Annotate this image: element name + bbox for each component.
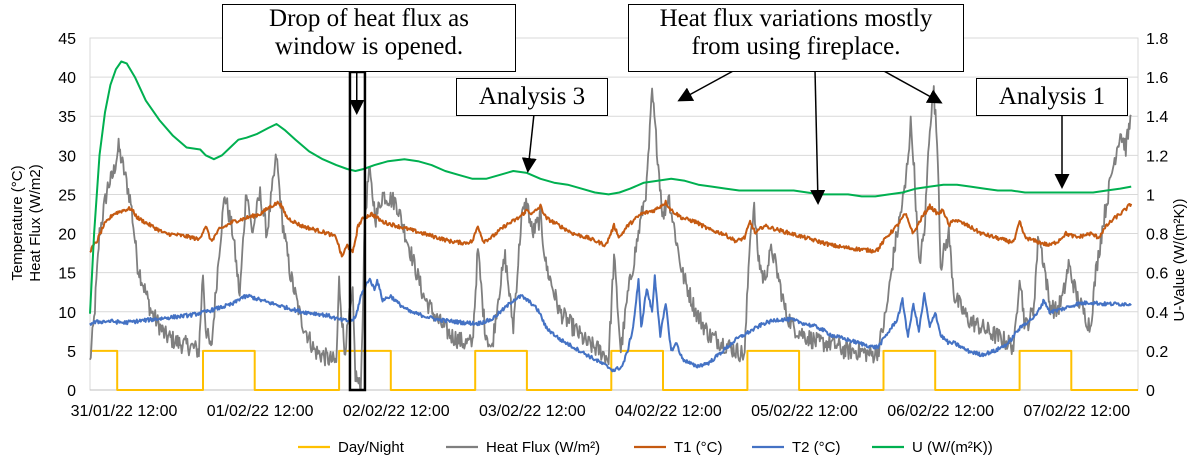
annotation-analysis-1: Analysis 1 (976, 78, 1128, 116)
legend-label: U (W/(m²K)) (912, 439, 993, 456)
annotation-fireplace: Heat flux variations mostly from using f… (628, 4, 964, 72)
annotation-arrow (677, 69, 736, 102)
legend-label: T1 (°C) (674, 439, 723, 456)
y-tick-right: 0.4 (1146, 305, 1168, 322)
x-tick-label: 02/02/22 12:00 (343, 403, 450, 420)
y-axis-label-right-u-value: U-Value (W/(m²K)) (1171, 198, 1188, 321)
y-tick-left: 45 (58, 31, 76, 48)
y-tick-right: 0.8 (1146, 227, 1168, 244)
y-tick-right: 1.6 (1146, 70, 1168, 87)
y-tick-right: 1 (1146, 187, 1155, 204)
x-tick-label: 01/02/22 12:00 (207, 403, 314, 420)
x-tick-label: 31/01/22 12:00 (71, 403, 178, 420)
annotation-line: Analysis 3 (478, 83, 586, 110)
y-tick-right: 1.8 (1146, 31, 1168, 48)
y-tick-right: 0 (1146, 383, 1155, 400)
x-tick-label: 03/02/22 12:00 (479, 403, 586, 420)
y-tick-right: 0.2 (1146, 344, 1168, 361)
series-line-1 (89, 85, 1132, 391)
series-lines (89, 60, 1138, 391)
y-tick-right: 1.2 (1146, 148, 1168, 165)
y-tick-right: 0.6 (1146, 266, 1168, 283)
annotation-analysis-3: Analysis 3 (456, 78, 608, 116)
series-line-4 (89, 60, 1132, 314)
y-tick-left: 20 (58, 227, 76, 244)
x-tick-label: 04/02/22 12:00 (615, 403, 722, 420)
series-line-2 (89, 199, 1133, 258)
annotation-arrow (810, 69, 826, 205)
annotation-arrow (881, 69, 943, 104)
y-tick-left: 35 (58, 109, 76, 126)
legend-label: T2 (°C) (792, 439, 841, 456)
y-tick-left: 15 (58, 266, 76, 283)
x-tick-label: 05/02/22 12:00 (751, 403, 858, 420)
annotation-line: Heat flux variations mostly (659, 5, 933, 32)
annotation-arrow (521, 113, 537, 173)
y-tick-right: 1.4 (1146, 109, 1168, 126)
annotation-arrows (348, 69, 1070, 392)
annotation-window-opened: Drop of heat flux as window is opened. (222, 4, 516, 72)
legend-label: Day/Night (338, 439, 405, 456)
x-tick-label: 06/02/22 12:00 (887, 403, 994, 420)
x-tick-label: 07/02/22 12:00 (1023, 403, 1130, 420)
axes: 0 5 10 15 20 25 30 35 40 45 0 0.2 0.4 0.6 0.8 1 1.2 1.4 1.… (58, 31, 1168, 420)
y-tick-left: 10 (58, 305, 76, 322)
y-tick-left: 25 (58, 187, 76, 204)
annotation-line: Analysis 1 (998, 83, 1106, 110)
legend: Day/Night Heat Flux (W/m²) T1 (°C) T2 (°C) U… (298, 439, 993, 456)
y-tick-left: 40 (58, 70, 76, 87)
y-axis-label-left-temperature: Temperature (°C) (9, 165, 26, 280)
annotation-line: window is opened. (274, 33, 464, 60)
y-axis-label-left-heat-flux: Heat Flux (W/m2) (27, 164, 44, 282)
annotation-line: from using fireplace. (691, 33, 901, 60)
annotation-line: Drop of heat flux as (269, 5, 469, 32)
series-line-3 (89, 274, 1132, 373)
legend-label: Heat Flux (W/m²) (486, 439, 600, 456)
y-tick-left: 5 (67, 344, 76, 361)
y-tick-left: 30 (58, 148, 76, 165)
y-tick-left: 0 (67, 383, 76, 400)
